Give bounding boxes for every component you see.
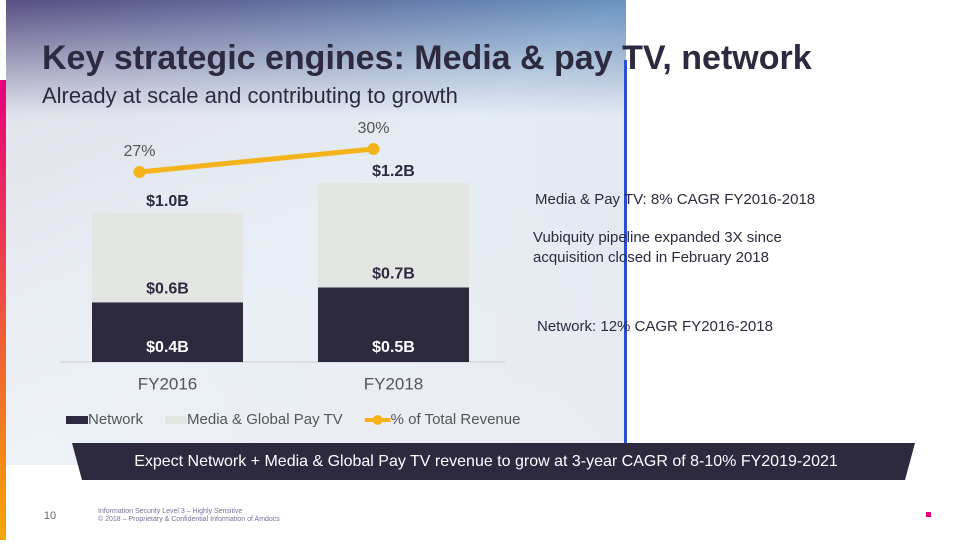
data-label: 27%: [123, 143, 155, 160]
x-tick-label: FY2016: [138, 374, 198, 393]
x-tick-label: FY2018: [364, 374, 424, 393]
data-label: $0.5B: [372, 339, 415, 356]
legend-label: % of Total Revenue: [391, 411, 521, 428]
legend-label: Network: [88, 411, 144, 428]
legend-swatch: [165, 416, 188, 424]
line-point: [133, 166, 146, 178]
page-number: 10: [44, 510, 56, 522]
legend-label: Media & Global Pay TV: [187, 411, 343, 428]
data-label: $0.6B: [146, 281, 189, 298]
data-label: 30%: [357, 120, 389, 137]
footer: Information Security Level 3 – Highly Se…: [98, 508, 242, 515]
bar-segment: [92, 302, 243, 362]
subtitle: Already at scale and contributing to gro…: [42, 83, 458, 108]
data-label: $0.4B: [146, 339, 189, 356]
line: [139, 146, 374, 175]
note: Network: 12% CAGR FY2016-2018: [537, 318, 773, 335]
bar-segment: [318, 183, 469, 288]
footer: © 2018 – Proprietary & Confidential Info…: [98, 515, 280, 523]
divider: [624, 60, 627, 465]
accent-strip: [0, 80, 6, 540]
logo-dot: [926, 512, 931, 517]
note: Vubiquity pipeline expanded 3X since acq…: [533, 229, 782, 266]
banner-text: Expect Network + Media & Global Pay TV r…: [134, 453, 838, 470]
title: Key strategic engines: Media & pay TV, n…: [42, 39, 812, 77]
data-label: $0.7B: [372, 266, 415, 283]
note: Media & Pay TV: 8% CAGR FY2016-2018: [535, 191, 815, 208]
legend-swatch: [372, 415, 383, 425]
line-point: [367, 143, 380, 155]
legend-swatch: [66, 416, 88, 424]
bar-segment: [318, 287, 469, 362]
bar-segment: [92, 212, 243, 303]
total-label: $1.2B: [372, 163, 415, 180]
note-box: Vubiquity pipeline expanded 3X since acq…: [533, 229, 782, 266]
total-label: $1.0B: [146, 193, 189, 210]
banner: [72, 443, 915, 480]
